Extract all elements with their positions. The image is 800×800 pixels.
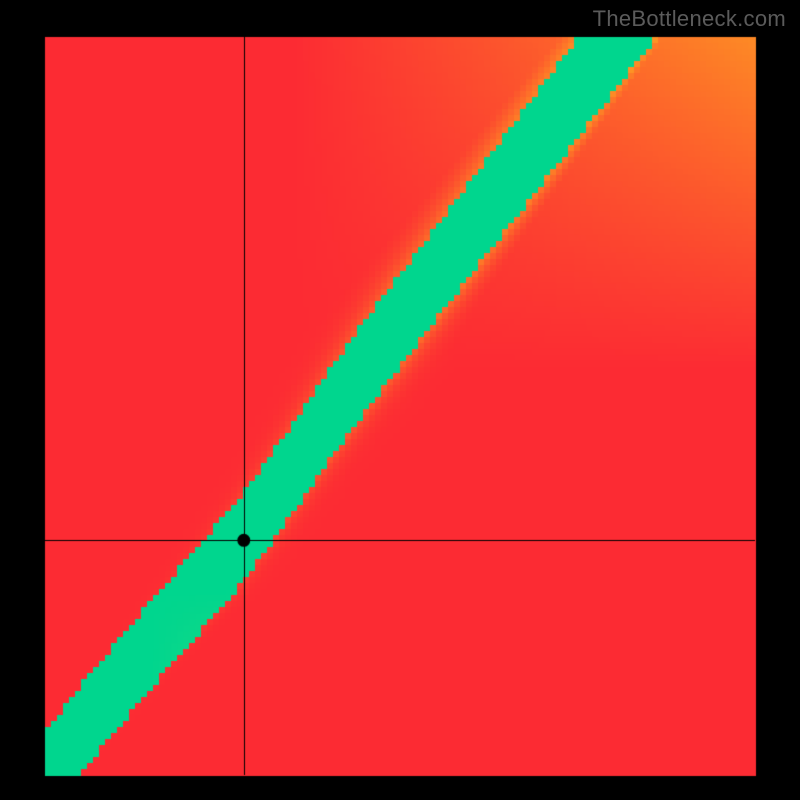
chart-container: TheBottleneck.com (0, 0, 800, 800)
attribution-text: TheBottleneck.com (593, 6, 786, 32)
bottleneck-heatmap-canvas (0, 0, 800, 800)
